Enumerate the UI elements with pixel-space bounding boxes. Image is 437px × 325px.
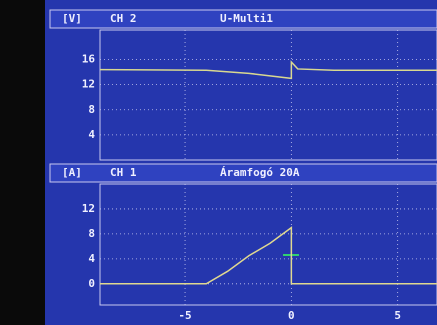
y-tick-label: 12 (82, 78, 95, 91)
y-tick-label: 8 (88, 103, 95, 116)
scope-screen: [V] CH 2 U-Multi1 4 8 12 16 [A] CH 1 Áramfogó 20A… (0, 0, 437, 325)
panel-title: Áramfogó 20A (220, 166, 300, 179)
y-tick-label: 4 (88, 252, 95, 265)
y-tick-label: 0 (88, 277, 95, 290)
channel-label: CH 2 (110, 12, 137, 25)
y-tick-label: 16 (82, 53, 96, 66)
x-tick-label: 5 (394, 309, 401, 322)
x-tick-label: 0 (288, 309, 295, 322)
unit-label: [A] (62, 166, 82, 179)
screen (45, 0, 437, 325)
y-tick-label: 12 (82, 202, 95, 215)
y-tick-label: 8 (88, 227, 95, 240)
panel-title: U-Multi1 (220, 12, 273, 25)
x-tick-label: -5 (178, 309, 191, 322)
channel-label: CH 1 (110, 166, 137, 179)
y-tick-label: 4 (88, 128, 95, 141)
unit-label: [V] (62, 12, 82, 25)
